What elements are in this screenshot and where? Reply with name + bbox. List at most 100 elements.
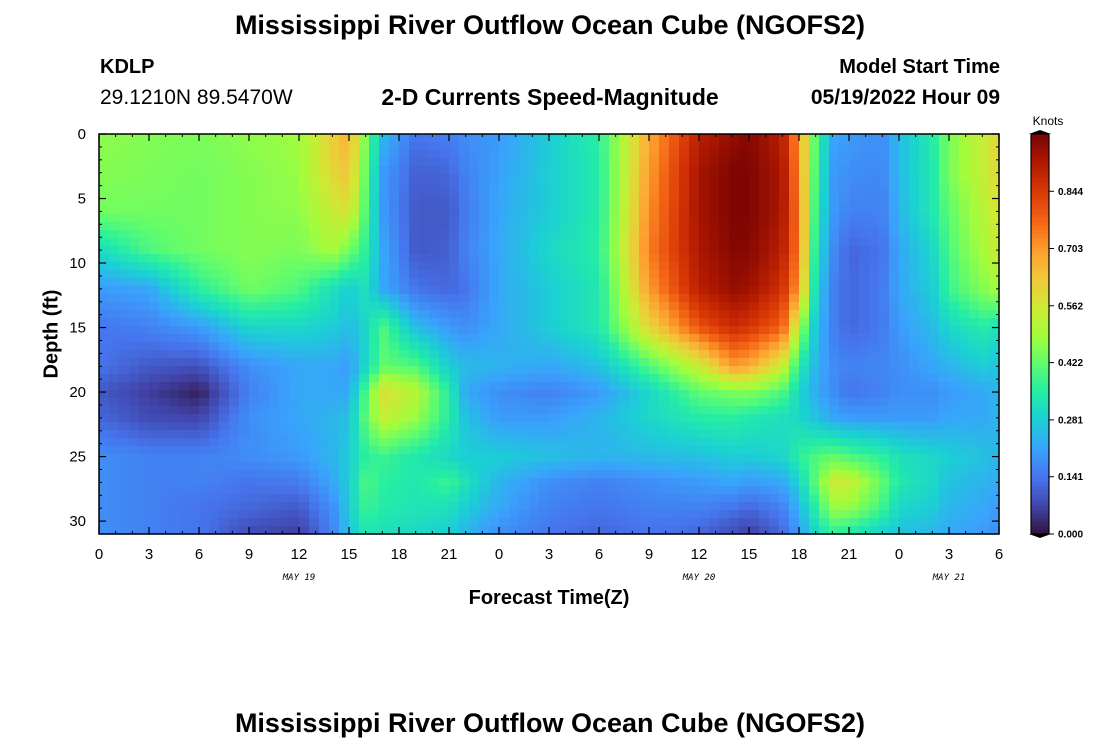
heatmap-cell xyxy=(119,214,130,223)
heatmap-cell xyxy=(139,502,150,511)
heatmap-cell xyxy=(169,342,180,351)
heatmap-cell xyxy=(859,414,870,423)
heatmap-cell xyxy=(219,518,230,527)
colorbar-swatch xyxy=(1031,514,1049,519)
heatmap-cell xyxy=(379,286,390,295)
heatmap-cell xyxy=(909,278,920,287)
heatmap-cell xyxy=(349,478,360,487)
colorbar-swatch xyxy=(1031,282,1049,287)
heatmap-cell xyxy=(419,374,430,383)
heatmap-cell xyxy=(819,150,830,159)
heatmap-cell xyxy=(389,446,400,455)
heatmap-cell xyxy=(469,270,480,279)
heatmap-cell xyxy=(669,238,680,247)
colorbar-swatch xyxy=(1031,158,1049,163)
heatmap-cell xyxy=(129,478,140,487)
heatmap-cell xyxy=(119,438,130,447)
heatmap-cell xyxy=(329,470,340,479)
heatmap-cell xyxy=(109,150,120,159)
heatmap-cell xyxy=(889,526,900,535)
heatmap-cell xyxy=(319,302,330,311)
heatmap-cell xyxy=(599,150,610,159)
heatmap-cell xyxy=(129,502,140,511)
heatmap-cell xyxy=(939,358,950,367)
heatmap-cell xyxy=(159,206,170,215)
heatmap-cell xyxy=(639,382,650,391)
heatmap-cell xyxy=(179,518,190,527)
heatmap-cell xyxy=(959,214,970,223)
heatmap-cell xyxy=(729,182,740,191)
heatmap-cell xyxy=(449,198,460,207)
heatmap-cell xyxy=(389,150,400,159)
heatmap-cell xyxy=(439,270,450,279)
heatmap-cell xyxy=(419,166,430,175)
heatmap-cell xyxy=(139,142,150,151)
heatmap-cell xyxy=(109,214,120,223)
heatmap-cell xyxy=(729,526,740,535)
heatmap-cell xyxy=(549,262,560,271)
heatmap-cell xyxy=(399,134,410,143)
heatmap-cell xyxy=(269,334,280,343)
heatmap-cell xyxy=(139,174,150,183)
heatmap-cell xyxy=(429,182,440,191)
heatmap-cell xyxy=(339,158,350,167)
heatmap-cell xyxy=(409,310,420,319)
heatmap-cell xyxy=(659,454,670,463)
heatmap-cell xyxy=(799,198,810,207)
heatmap-cell xyxy=(619,302,630,311)
heatmap-cell xyxy=(589,510,600,519)
heatmap-cell xyxy=(189,246,200,255)
heatmap-cell xyxy=(649,214,660,223)
heatmap-cell xyxy=(449,454,460,463)
heatmap-cell xyxy=(749,342,760,351)
heatmap-cell xyxy=(669,230,680,239)
heatmap-cell xyxy=(349,398,360,407)
heatmap-cell xyxy=(829,222,840,231)
heatmap-cell xyxy=(439,214,450,223)
heatmap-cell xyxy=(989,366,1000,375)
heatmap-cell xyxy=(149,510,160,519)
heatmap-cell xyxy=(569,470,580,479)
heatmap-cell xyxy=(189,518,200,527)
heatmap-cell xyxy=(319,182,330,191)
heatmap-cell xyxy=(609,278,620,287)
heatmap-cell xyxy=(569,238,580,247)
heatmap-cell xyxy=(429,446,440,455)
heatmap-cell xyxy=(219,142,230,151)
heatmap-cell xyxy=(209,390,220,399)
heatmap-cell xyxy=(189,486,200,495)
heatmap-cell xyxy=(129,526,140,535)
heatmap-cell xyxy=(959,486,970,495)
heatmap-cell xyxy=(309,414,320,423)
heatmap-cell xyxy=(369,358,380,367)
heatmap-cell xyxy=(329,414,340,423)
heatmap-cell xyxy=(599,214,610,223)
heatmap-cell xyxy=(689,518,700,527)
heatmap-cell xyxy=(979,206,990,215)
heatmap-cell xyxy=(939,470,950,479)
heatmap-cell xyxy=(659,406,670,415)
heatmap-cell xyxy=(419,358,430,367)
heatmap-cell xyxy=(659,470,670,479)
heatmap-cell xyxy=(779,462,790,471)
heatmap-cell xyxy=(699,510,710,519)
heatmap-cell xyxy=(519,358,530,367)
heatmap-cell xyxy=(479,438,490,447)
heatmap-cell xyxy=(119,462,130,471)
heatmap-cell xyxy=(449,302,460,311)
heatmap-cell xyxy=(989,302,1000,311)
heatmap-cell xyxy=(879,390,890,399)
heatmap-cell xyxy=(579,454,590,463)
heatmap-cell xyxy=(229,406,240,415)
heatmap-cell xyxy=(759,182,770,191)
heatmap-cell xyxy=(679,190,690,199)
heatmap-cell xyxy=(719,174,730,183)
heatmap-cell xyxy=(809,518,820,527)
heatmap-cell xyxy=(809,174,820,183)
colorbar-swatch xyxy=(1031,258,1049,263)
heatmap-cell xyxy=(699,134,710,143)
heatmap-cell xyxy=(489,518,500,527)
heatmap-cell xyxy=(399,382,410,391)
heatmap-cell xyxy=(669,158,680,167)
heatmap-cell xyxy=(159,246,170,255)
